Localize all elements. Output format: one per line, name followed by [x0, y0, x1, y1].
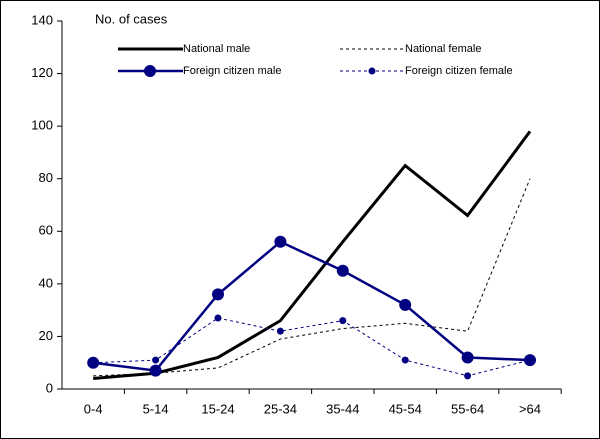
point [89, 359, 97, 367]
y-tick-label: 120 [31, 65, 53, 80]
point [526, 356, 534, 364]
x-tick-label: 0-4 [84, 401, 103, 416]
series-line [93, 178, 531, 377]
legend-label: National female [405, 43, 481, 55]
legend-marker [144, 65, 156, 77]
x-tick-label: >64 [519, 401, 541, 416]
series-line [93, 240, 531, 372]
point [401, 356, 409, 364]
legend-label: Foreign citizen female [405, 65, 513, 77]
y-tick-label: 20 [39, 328, 53, 343]
y-tick-label: 80 [39, 170, 53, 185]
y-tick-label: 100 [31, 118, 53, 133]
series-line [93, 130, 532, 380]
point [336, 264, 349, 277]
y-tick-label: 0 [46, 380, 53, 395]
x-tick-label: 55-64 [451, 401, 484, 416]
point [399, 298, 412, 311]
x-tick-label: 45-54 [389, 401, 422, 416]
x-tick-label: 5-14 [143, 401, 169, 416]
legend-label: National male [183, 43, 250, 55]
point [149, 364, 162, 377]
x-tick-label: 15-24 [201, 401, 234, 416]
y-tick-label: 40 [39, 275, 53, 290]
point [212, 288, 224, 301]
point [464, 372, 472, 380]
point [152, 356, 160, 364]
point [461, 351, 474, 364]
series-line [93, 317, 531, 377]
x-tick-label: 25-34 [264, 401, 297, 416]
point [276, 327, 284, 335]
y-tick-label: 140 [31, 12, 53, 27]
point [214, 314, 222, 322]
legend-marker [368, 67, 376, 75]
y-tick-label: 60 [39, 223, 53, 238]
y-axis-label: No. of cases [95, 11, 168, 26]
legend-label: Foreign citizen male [183, 65, 281, 77]
point [339, 317, 347, 325]
x-tick-label: 35-44 [326, 401, 359, 416]
point [274, 235, 287, 248]
